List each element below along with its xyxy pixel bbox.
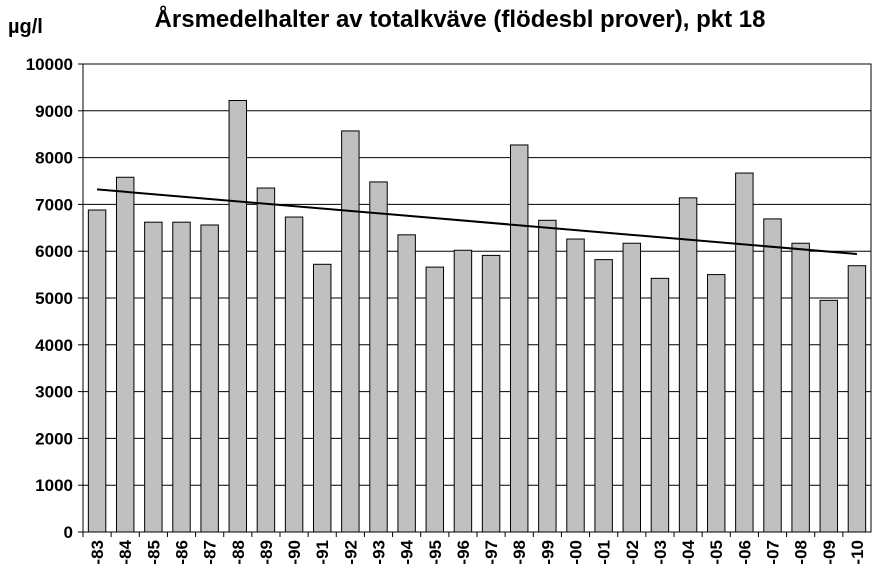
- x-tick-label: -10: [848, 540, 867, 565]
- x-tick-label: -97: [482, 540, 501, 565]
- x-tick-label: -09: [820, 540, 839, 565]
- x-axis-ticks: -83 -84 -85 -86 -87 -88 -89 -90 -91 -92 -93 -94 -95-…: [82, 532, 867, 565]
- x-tick-label: -02: [623, 540, 642, 565]
- x-tick-label: -06: [735, 540, 754, 565]
- y-tick-label: 9000: [35, 102, 73, 121]
- x-tick-label: -84: [116, 539, 135, 564]
- bar: [425, 266, 445, 533]
- y-tick-label: 4000: [35, 336, 73, 355]
- x-tick-label: -87: [201, 540, 220, 565]
- x-tick-label: -98: [510, 540, 529, 565]
- y-tick-label: 0: [64, 523, 73, 542]
- x-tick-label: -92: [341, 540, 360, 565]
- x-tick-label: -04: [679, 539, 698, 564]
- trend-line: [96, 188, 858, 256]
- bar: [200, 224, 219, 533]
- y-axis-label: µg/l: [8, 16, 43, 38]
- x-tick-label: -83: [88, 540, 107, 565]
- bar: [87, 209, 107, 533]
- bar: [228, 100, 248, 533]
- bar: [566, 238, 585, 533]
- bar: [622, 242, 642, 533]
- x-tick-label: -99: [538, 540, 557, 565]
- x-tick-label: -93: [370, 540, 389, 565]
- x-tick-label: -88: [229, 540, 248, 565]
- x-tick-label: -01: [595, 540, 614, 565]
- bar: [144, 221, 163, 533]
- bar: [847, 265, 867, 533]
- y-tick-label: 2000: [35, 429, 73, 448]
- bar: [115, 176, 135, 533]
- x-tick-label: -05: [707, 540, 726, 565]
- y-tick-label: 8000: [35, 149, 73, 168]
- x-tick-label: -96: [454, 540, 473, 565]
- bar: [453, 249, 473, 533]
- y-tick-label: 1000: [35, 476, 73, 495]
- chart-title: Årsmedelhalter av totalkväve (flödesbl p…: [155, 5, 766, 33]
- bar: [256, 187, 276, 533]
- bar: [481, 254, 501, 533]
- y-tick-label: 5000: [35, 289, 73, 308]
- x-tick-label: -86: [173, 540, 192, 565]
- x-tick-label: -95: [426, 540, 445, 565]
- bar: [650, 277, 670, 533]
- bar: [172, 221, 191, 533]
- bar: [509, 144, 529, 533]
- x-tick-label: -03: [651, 540, 670, 565]
- bar: [735, 172, 754, 533]
- x-tick-label: -91: [313, 540, 332, 565]
- y-tick-label: 6000: [35, 242, 73, 261]
- bar: [312, 263, 332, 533]
- x-tick-label: -85: [144, 540, 163, 565]
- x-tick-label: -08: [792, 540, 811, 565]
- y-tick-label: 3000: [35, 383, 73, 402]
- bar: [538, 219, 557, 533]
- bars: [87, 100, 867, 533]
- bar: [284, 216, 304, 533]
- x-tick-label: -89: [257, 540, 276, 565]
- bar: [819, 299, 839, 533]
- y-tick-label: 10000: [26, 55, 73, 74]
- bar: [791, 242, 810, 533]
- bar: [369, 181, 388, 533]
- bar: [763, 218, 782, 533]
- bar: [594, 259, 613, 533]
- x-tick-label: -00: [567, 540, 586, 565]
- x-tick-label: -90: [285, 540, 304, 565]
- bar: [397, 234, 416, 533]
- bar: [678, 197, 698, 533]
- bar: [706, 274, 726, 533]
- bar: [341, 130, 360, 533]
- x-tick-label: -94: [398, 539, 417, 564]
- x-tick-label: -07: [764, 540, 783, 565]
- y-tick-label: 7000: [35, 195, 73, 214]
- y-axis-ticks: 0 1000 2000 3000 4000 5000 6000 7000 8000 9000 100…: [26, 55, 83, 542]
